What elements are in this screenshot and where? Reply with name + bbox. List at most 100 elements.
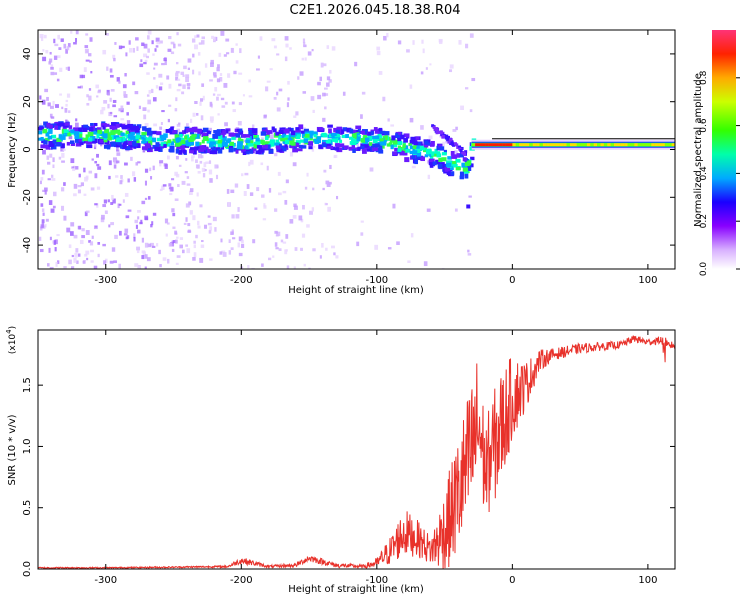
ridge-pixel [54,125,58,130]
noise-pixel [464,87,469,90]
noise-pixel [322,187,325,191]
noise-pixel [61,152,65,158]
noise-pixel [111,194,114,200]
ridge-pixel [222,140,226,145]
ridge-pixel [417,141,422,146]
ridge-pixel [48,143,55,148]
noise-pixel [226,189,230,194]
noise-pixel [168,242,173,247]
noise-pixel [135,224,138,229]
noise-pixel [301,57,305,61]
ridge-pixel [195,141,200,147]
noise-pixel [74,252,78,258]
ridge-pixel [144,127,151,132]
ridge-pixel [136,131,141,135]
ridge-pixel [128,143,134,148]
ridge-pixel [91,130,97,135]
noise-pixel [246,184,250,189]
noise-pixel [49,266,54,269]
noise-pixel [199,204,203,208]
ridge-pixel [447,156,452,160]
ridge-pixel [260,131,267,136]
noise-pixel [187,86,191,90]
noise-pixel [208,169,213,175]
noise-pixel [287,80,290,85]
noise-pixel [80,85,83,89]
ridge-pixel [120,132,125,136]
noise-pixel [113,260,117,264]
noise-pixel [277,171,281,176]
noise-pixel [68,259,72,265]
noise-pixel [192,112,196,117]
noise-pixel [180,71,185,75]
noise-pixel [106,66,109,71]
carrier-pixel [583,143,588,147]
noise-pixel [298,215,303,221]
noise-pixel [107,199,110,203]
ridge-pixel [429,156,434,161]
noise-pixel [60,38,64,42]
noise-pixel [289,47,292,50]
noise-pixel [244,172,249,176]
noise-pixel [327,206,331,212]
noise-pixel [187,230,192,233]
carrier-pixel [563,143,567,147]
ridge-pixel [201,132,207,137]
branch-pixel [450,139,454,143]
noise-pixel [311,145,316,148]
noise-pixel [171,187,174,192]
noise-pixel [96,95,99,98]
noise-pixel [170,241,175,247]
noise-pixel [73,42,77,45]
x-tick-label: 0 [509,575,515,586]
noise-pixel [71,166,74,169]
ridge-pixel [450,150,455,156]
ridge-pixel [282,133,286,137]
outlier-pixel [466,204,471,209]
ridge-pixel [116,141,121,145]
noise-pixel [189,118,193,123]
noise-pixel [390,124,395,127]
x-tick-label: -300 [94,575,117,586]
noise-pixel [193,240,196,244]
ridge-pixel [462,167,468,172]
ridge-pixel [362,148,367,154]
ridge-pixel [378,127,383,132]
noise-pixel [55,261,58,267]
ridge-pixel [116,137,122,143]
ridge-pixel [102,125,106,130]
ridge-pixel [336,147,343,153]
noise-pixel [179,244,183,249]
noise-pixel [155,85,159,89]
ridge-pixel [222,130,227,135]
noise-pixel [153,67,156,70]
ridge-pixel [444,167,450,172]
noise-pixel [144,197,148,200]
ridge-pixel [397,148,402,152]
noise-pixel [423,261,428,267]
noise-pixel [274,208,278,212]
noise-pixel [274,230,278,234]
ridge-pixel [152,130,157,135]
ridge-pixel [205,133,209,137]
ridge-pixel [327,124,333,128]
ridge-pixel [124,124,130,130]
noise-pixel [79,74,83,79]
noise-pixel [162,184,167,187]
ridge-pixel [350,141,357,146]
noise-pixel [202,95,205,101]
noise-pixel [230,189,235,194]
y-tick-label: 20 [22,95,33,108]
noise-pixel [175,72,179,77]
ridge-pixel [195,128,199,133]
ridge-pixel [236,144,243,149]
noise-pixel [159,160,164,164]
ridge-pixel [405,148,411,153]
ridge-pixel [106,144,111,150]
carrier-pixel [664,143,669,147]
noise-pixel [195,164,200,169]
noise-pixel [96,153,99,158]
ridge-pixel [236,128,241,132]
ridge-pixel [209,142,214,148]
noise-pixel [228,250,232,255]
